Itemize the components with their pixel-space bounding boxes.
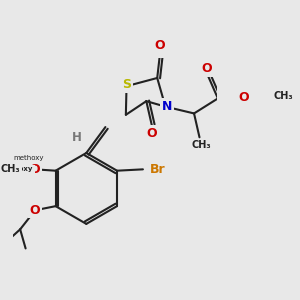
Text: Br: Br [150, 163, 165, 176]
Text: H: H [72, 131, 82, 145]
Text: N: N [162, 100, 172, 113]
Text: methoxy: methoxy [0, 166, 33, 172]
Text: O: O [154, 39, 165, 52]
Text: methoxy: methoxy [13, 155, 44, 161]
Text: O: O [146, 127, 157, 140]
Text: O: O [238, 91, 249, 103]
Text: O: O [202, 62, 212, 75]
Text: CH₃: CH₃ [274, 91, 293, 101]
Text: CH₃: CH₃ [1, 164, 20, 174]
Text: O: O [30, 204, 40, 217]
Text: O: O [30, 163, 40, 176]
Text: S: S [122, 78, 131, 91]
Text: CH₃: CH₃ [191, 140, 211, 151]
